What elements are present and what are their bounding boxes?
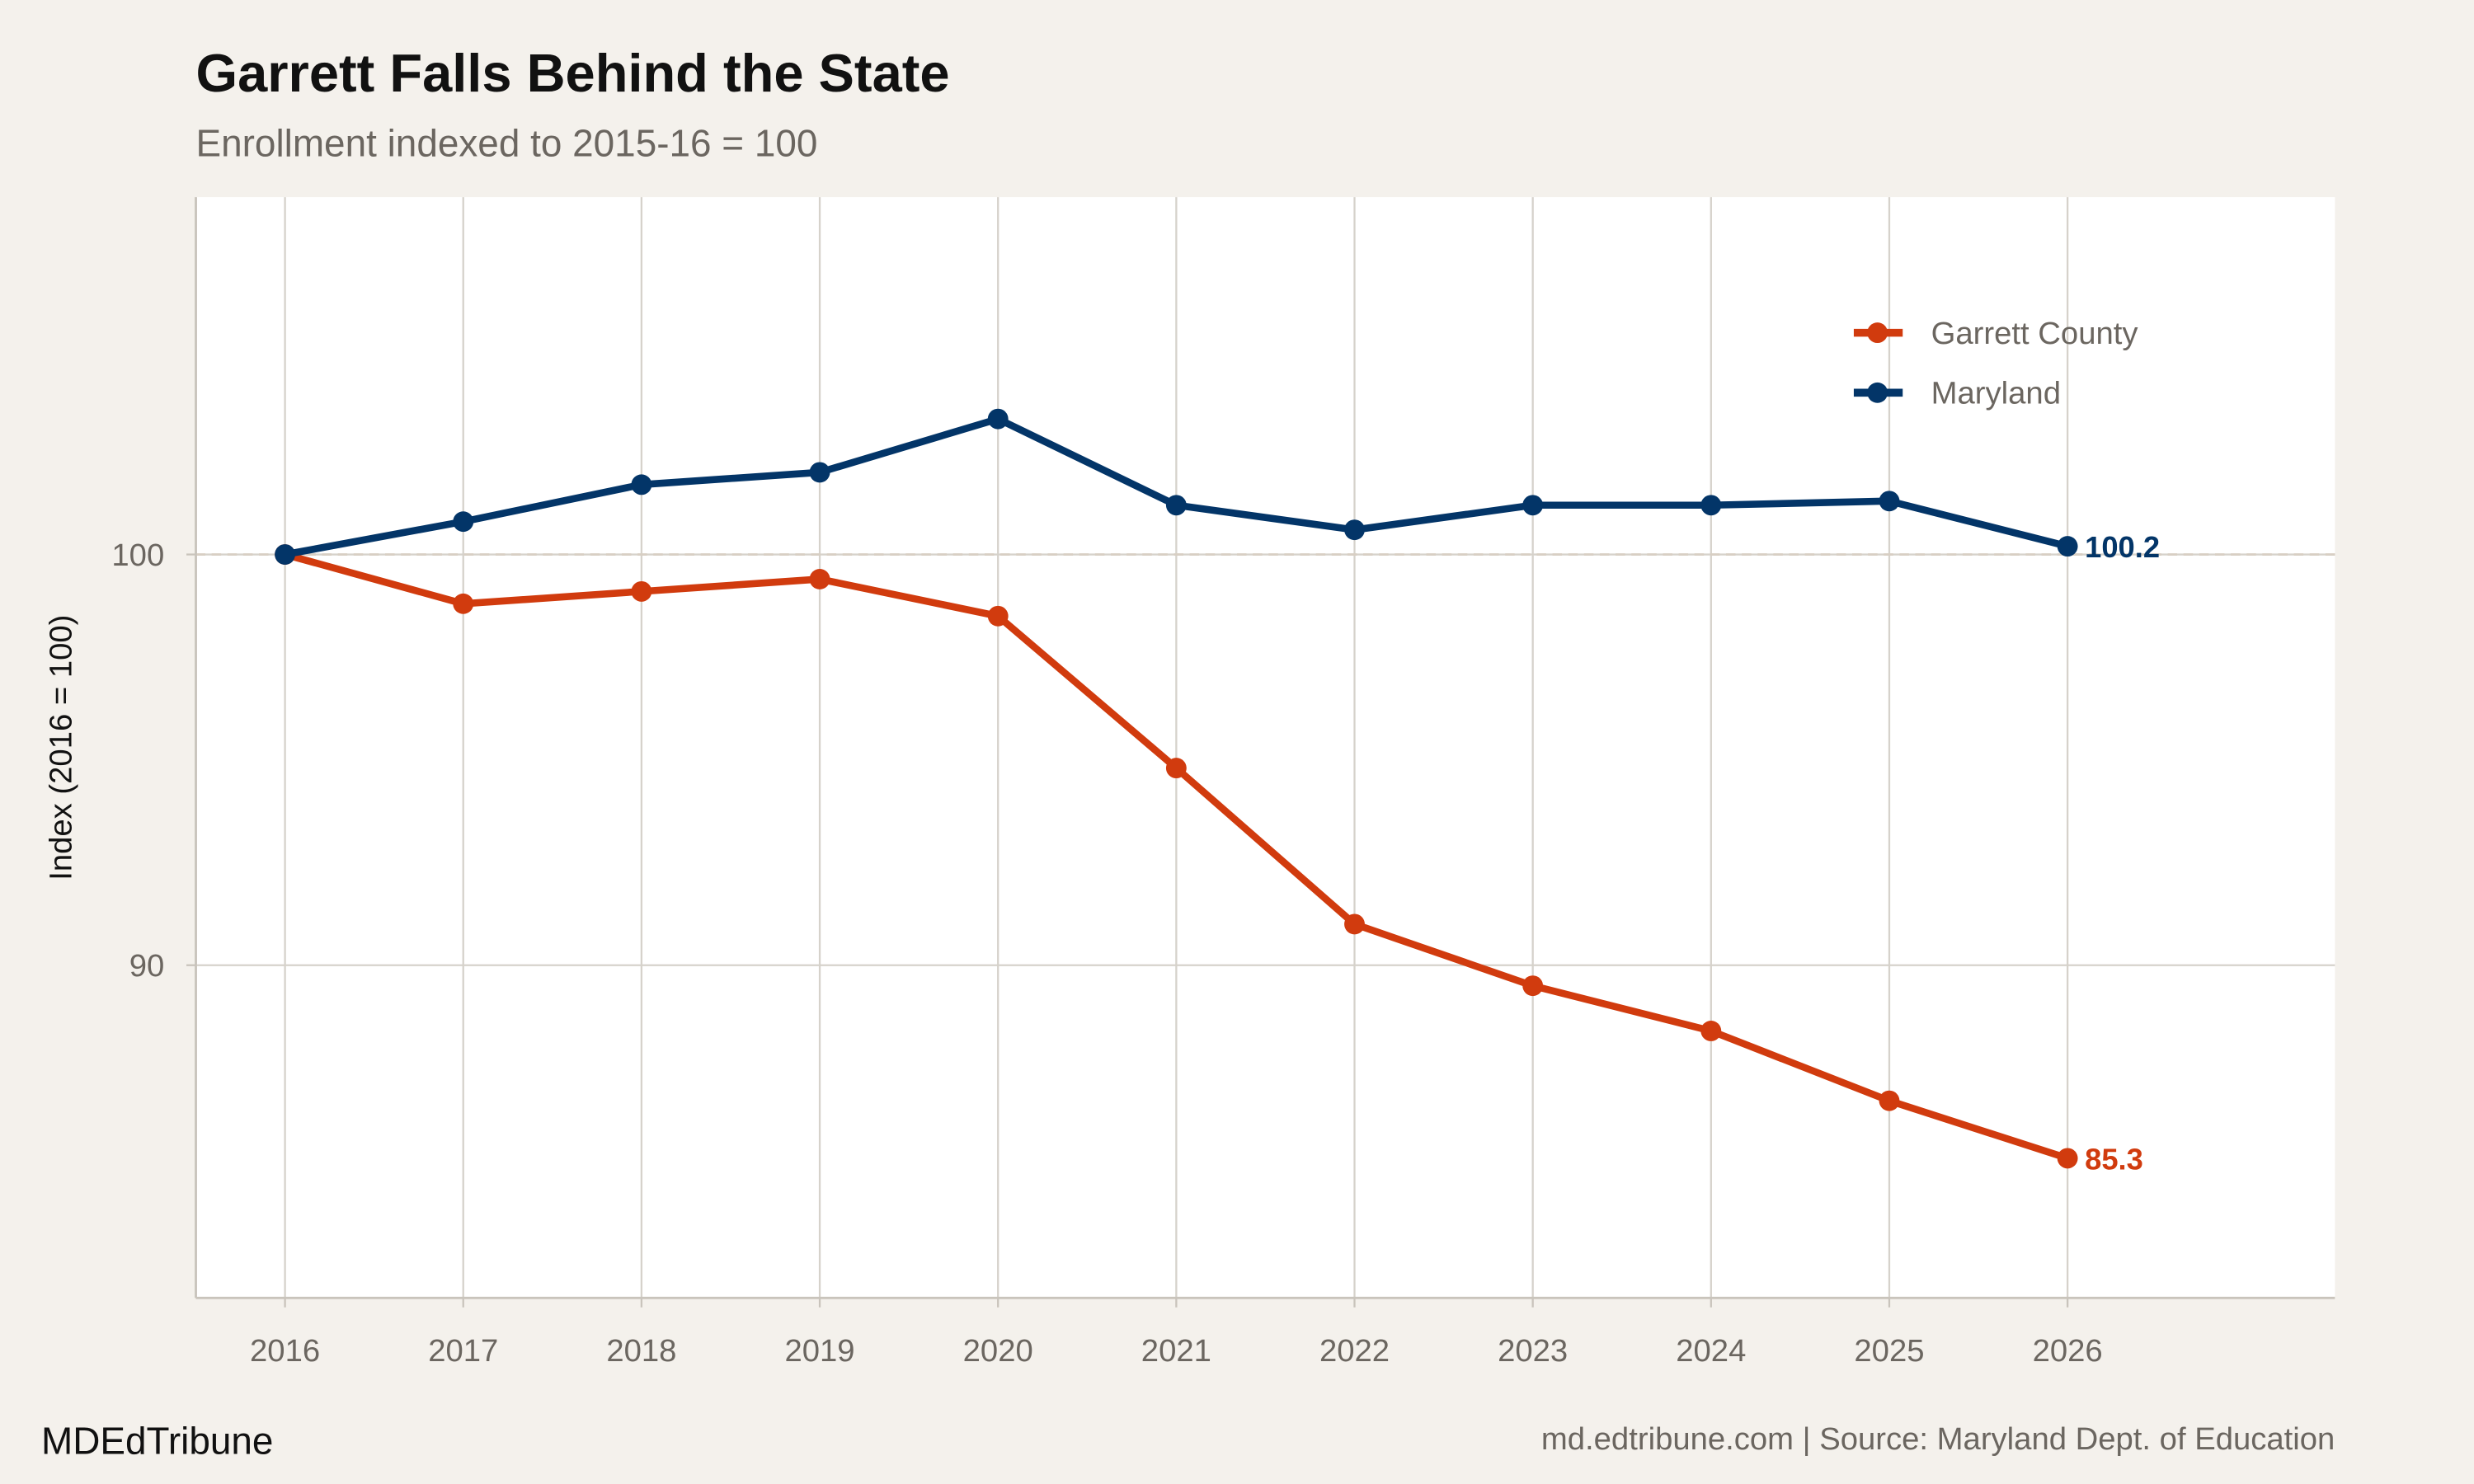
end-value-label: 100.2 bbox=[2085, 530, 2160, 564]
x-tick-label: 2023 bbox=[1498, 1333, 1568, 1369]
y-axis-label: Index (2016 = 100) bbox=[43, 615, 78, 881]
series-group: 85.3 100.2 bbox=[275, 408, 2160, 1176]
end-value-label: 85.3 bbox=[2085, 1142, 2143, 1176]
data-point bbox=[275, 544, 296, 565]
x-tick-label: 2022 bbox=[1319, 1333, 1390, 1369]
data-point bbox=[987, 408, 1009, 430]
data-point bbox=[1344, 913, 1365, 935]
data-point bbox=[453, 511, 474, 533]
data-point bbox=[453, 593, 474, 614]
chart-title: Garrett Falls Behind the State bbox=[196, 43, 950, 103]
x-tick-label: 2019 bbox=[785, 1333, 855, 1369]
x-tick-label: 2024 bbox=[1676, 1333, 1746, 1369]
data-point bbox=[987, 605, 1009, 627]
legend-label: Garrett County bbox=[1931, 316, 2139, 351]
chart-subtitle: Enrollment indexed to 2015-16 = 100 bbox=[196, 121, 818, 164]
y-tick-label: 90 bbox=[129, 948, 165, 984]
data-point bbox=[2057, 1148, 2078, 1169]
x-tick-label: 2025 bbox=[1854, 1333, 1924, 1369]
x-tick-label: 2021 bbox=[1141, 1333, 1211, 1369]
plot-area bbox=[195, 197, 2335, 1298]
data-point bbox=[1522, 975, 1544, 997]
data-point bbox=[1700, 1021, 1722, 1041]
x-tick-label: 2020 bbox=[963, 1333, 1033, 1369]
brand-logo: MDEdTribune bbox=[41, 1420, 273, 1463]
ticks: 2016 2017 2018 2019 2020 2021 2022 2023 2024 2025… bbox=[111, 538, 2102, 1369]
legend-swatch-point bbox=[1867, 322, 1888, 344]
data-point bbox=[809, 568, 830, 589]
data-point bbox=[809, 462, 830, 483]
data-point bbox=[1522, 495, 1544, 516]
x-tick-label: 2017 bbox=[428, 1333, 498, 1369]
x-tick-label: 2016 bbox=[250, 1333, 320, 1369]
data-point bbox=[631, 474, 652, 495]
data-point bbox=[1700, 495, 1722, 516]
data-point bbox=[1879, 491, 1900, 512]
x-tick-label: 2026 bbox=[2033, 1333, 2103, 1369]
x-tick-label: 2018 bbox=[606, 1333, 676, 1369]
source-caption: md.edtribune.com | Source: Maryland Dept… bbox=[1541, 1421, 2335, 1457]
legend: Garrett County Maryland bbox=[1853, 316, 2139, 411]
legend-swatch-point bbox=[1867, 382, 1888, 403]
legend-label: Maryland bbox=[1931, 376, 2061, 411]
grid bbox=[195, 197, 2335, 1298]
data-point bbox=[1344, 519, 1365, 541]
data-point bbox=[2057, 536, 2078, 557]
y-tick-label: 100 bbox=[111, 538, 164, 573]
data-point bbox=[1165, 495, 1187, 516]
data-point bbox=[1165, 758, 1187, 779]
data-point bbox=[1879, 1090, 1900, 1111]
data-point bbox=[631, 580, 652, 602]
